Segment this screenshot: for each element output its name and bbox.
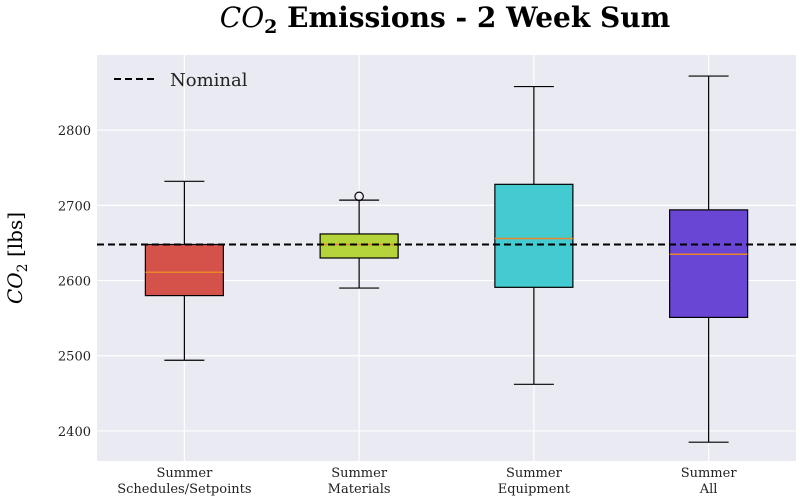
box-body (669, 209, 749, 318)
flier-point (354, 191, 364, 202)
y-tick-label: 2700 (58, 199, 91, 214)
y-tick-label: 2500 (58, 350, 91, 365)
x-tick-label: Materials (328, 482, 391, 497)
y-tick-label: 2800 (58, 124, 91, 139)
box-body (494, 183, 574, 288)
x-tick-label: Equipment (498, 482, 571, 497)
y-ticks: 2400 2500 2600 2700 2800 (58, 124, 91, 440)
y-tick-label: 2400 (58, 425, 91, 440)
chart-title: CO2 Emissions - 2 Week Sum (220, 1, 670, 38)
x-tick-label: Summer (506, 466, 563, 481)
box-3 (669, 75, 749, 443)
boxes (144, 75, 749, 443)
box-body (144, 243, 224, 297)
box-2 (494, 85, 574, 385)
box-body (319, 233, 399, 259)
legend-nominal-label: Nominal (170, 70, 248, 91)
x-tick-label: Summer (681, 466, 738, 481)
x-tick-label: Summer (156, 466, 213, 481)
x-tick-label: All (699, 482, 718, 497)
box-0 (144, 180, 224, 361)
y-tick-label: 2600 (58, 275, 91, 290)
legend: Nominal (114, 70, 248, 91)
x-ticks: SummerSchedules/SetpointsSummerMaterials… (117, 466, 737, 497)
x-tick-label: Schedules/Setpoints (117, 482, 251, 497)
x-tick-label: Summer (331, 466, 388, 481)
y-axis-label: CO2 [lbs] (3, 212, 31, 304)
